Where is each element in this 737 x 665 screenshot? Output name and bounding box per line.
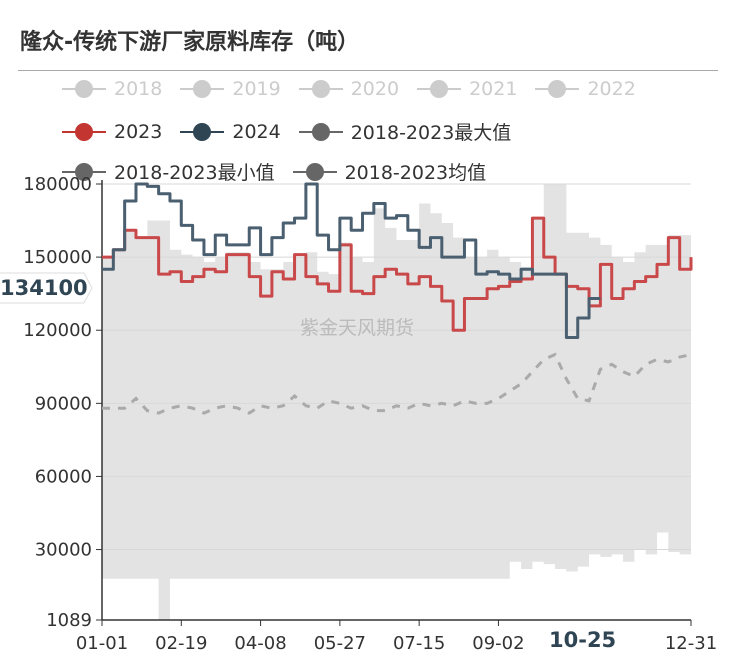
legend-marker-icon [298, 122, 343, 142]
legend-item-2018[interactable]: 2018 [62, 78, 162, 100]
legend-label: 2021 [469, 78, 518, 100]
x-tick-label: 01-01 [76, 633, 128, 654]
x-tick-label: 07-15 [393, 633, 445, 654]
legend-label: 2020 [350, 78, 400, 100]
legend-item-2018-2023均值[interactable]: 2018-2023均值 [292, 158, 487, 185]
y-tick-label: 1089 [46, 610, 92, 631]
legend-label: 2019 [232, 78, 281, 100]
legend-marker-icon [62, 79, 106, 99]
legend-label: 2018-2023均值 [344, 162, 487, 184]
y-tick-label: 30000 [35, 540, 92, 561]
title-divider [18, 70, 718, 71]
watermark: 紫金天风期货 [300, 317, 415, 339]
chart-title: 隆众-传统下游厂家原料库存（吨） [20, 30, 360, 55]
x-tick-label: 05-27 [314, 633, 366, 654]
max-min-band [102, 184, 691, 620]
series-line-mean [102, 352, 692, 415]
legend-item-2019[interactable]: 2019 [180, 78, 281, 100]
y-tick-label: 180000 [23, 174, 92, 195]
legend-marker-icon [535, 79, 580, 99]
legend-label: 2022 [587, 78, 636, 100]
legend-label: 2024 [232, 120, 281, 143]
x-tick-label: 09-02 [472, 633, 524, 654]
y-tick-label: 120000 [23, 320, 92, 341]
legend-item-2022[interactable]: 2022 [535, 78, 636, 100]
y-tick-label: 90000 [35, 393, 92, 414]
y-axis-pointer-value: 134100 [0, 276, 88, 300]
pointer-label-shape [0, 272, 93, 304]
legend-marker-icon [180, 122, 225, 142]
legend-label: 2018-2023最大值 [350, 122, 512, 144]
legend-marker-icon [298, 79, 343, 99]
legend-row-3: 2018-2023最小值 2018-2023均值 [62, 158, 504, 185]
legend-row-1: 2018 2019 2020 2021 2022 [62, 78, 654, 100]
x-tick-label: 04-08 [234, 633, 286, 654]
y-axis-pointer-label: 134100 [0, 272, 93, 304]
legend-item-2018-2023最大值[interactable]: 2018-2023最大值 [298, 118, 512, 145]
legend-item-2023[interactable]: 2023 [62, 121, 162, 143]
legend-label: 2018-2023最小值 [114, 162, 275, 184]
legend-item-2018-2023最小值[interactable]: 2018-2023最小值 [62, 158, 275, 185]
legend-label: 2018 [114, 78, 163, 100]
y-tick-label: 150000 [23, 247, 92, 268]
x-tick-label: 02-19 [155, 633, 207, 654]
legend-label: 2023 [114, 120, 163, 143]
legend-marker-icon [62, 162, 106, 182]
legend-marker-icon [292, 162, 337, 182]
legend-item-2021[interactable]: 2021 [417, 78, 517, 100]
legend-row-2: 2023 2024 2018-2023最大值 [62, 118, 529, 145]
y-tick-label: 60000 [35, 466, 92, 487]
legend-marker-icon [417, 79, 462, 99]
x-tick-label: 12-31 [665, 633, 717, 654]
legend-marker-icon [62, 122, 106, 142]
series-line-2024 [102, 182, 601, 340]
x-axis-pointer-label: 10-25 [549, 628, 617, 652]
legend-item-2020[interactable]: 2020 [298, 78, 400, 100]
legend-item-2024[interactable]: 2024 [180, 120, 281, 143]
legend-marker-icon [180, 79, 225, 99]
